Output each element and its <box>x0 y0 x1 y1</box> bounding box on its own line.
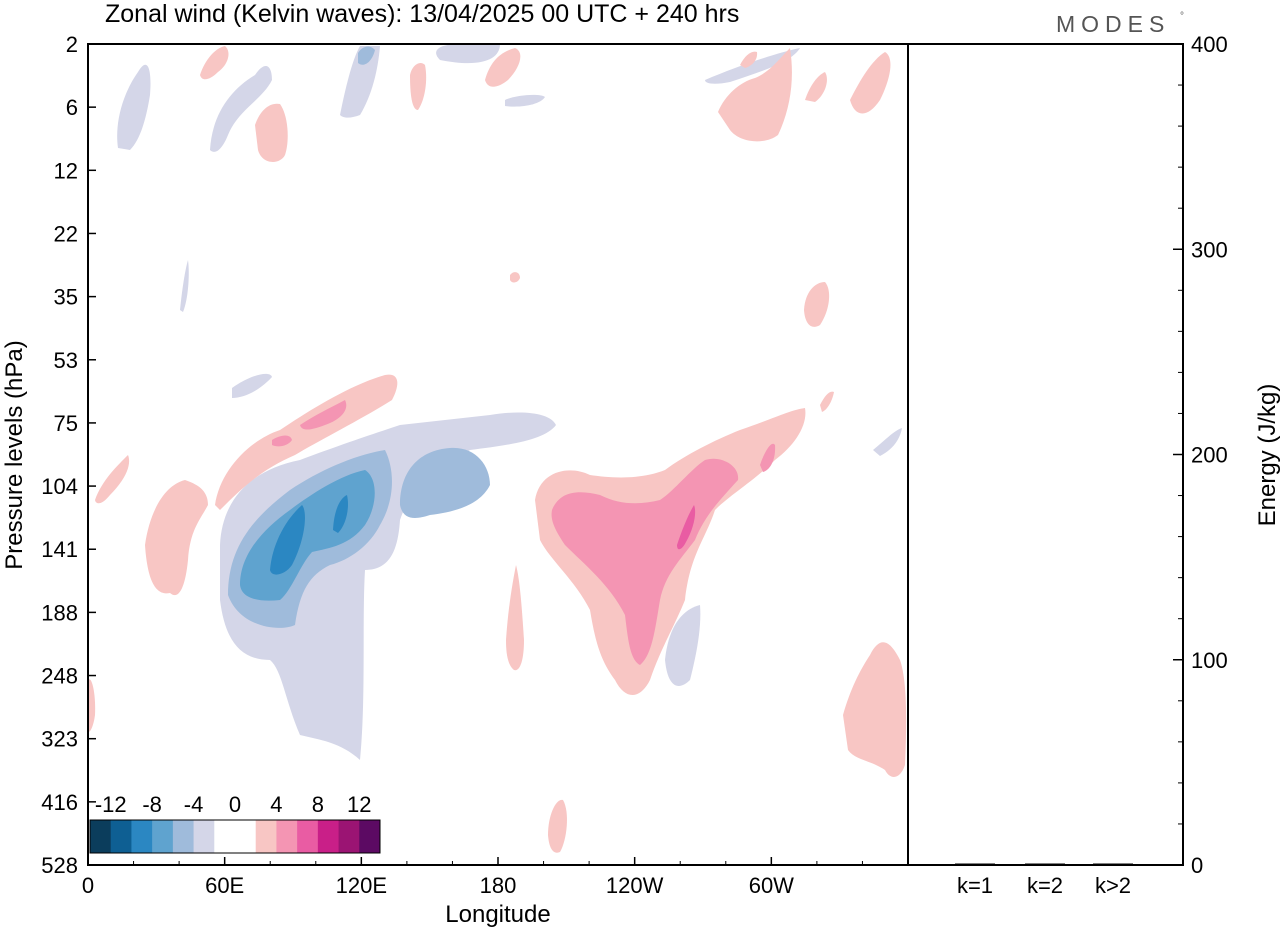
y-tick-label: 248 <box>41 664 78 689</box>
chart-title: Zonal wind (Kelvin waves): 13/04/2025 00… <box>105 0 739 28</box>
colorbar-swatch <box>276 820 298 853</box>
colorbar-label: -4 <box>184 792 204 817</box>
x-tick-label: 0 <box>82 873 94 898</box>
colorbar-swatch <box>359 820 381 853</box>
x-tick-label: 60W <box>749 873 794 898</box>
colorbar-frame <box>89 819 381 854</box>
y-tick-label: 323 <box>41 727 78 752</box>
colorbar-label: -8 <box>142 792 162 817</box>
colorbar-swatch <box>214 820 236 853</box>
colorbar-swatch <box>193 820 215 853</box>
colorbar-label: -12 <box>95 792 127 817</box>
colorbar-label: 12 <box>347 792 371 817</box>
x-axis-ticks: 0 60E 120E 180 120W 60W <box>82 857 863 898</box>
energy-tick-label: 300 <box>1191 237 1228 262</box>
contour-pos-2 <box>88 46 907 853</box>
y-tick-label: 35 <box>54 285 78 310</box>
colorbar-swatch <box>338 820 360 853</box>
logo-mark: ° <box>1180 11 1184 22</box>
colorbar-label: 4 <box>270 792 282 817</box>
energy-bars: k=1 k=2 k>2 <box>955 863 1133 898</box>
y-tick-label: 12 <box>54 158 78 183</box>
contour-pos-6 <box>677 505 696 550</box>
y-axis-label: Pressure levels (hPa) <box>1 340 28 569</box>
x-tick-label: 60E <box>205 873 244 898</box>
energy-tick-label: 200 <box>1191 443 1228 468</box>
colorbar-swatch <box>317 820 340 853</box>
y-tick-label: 416 <box>41 790 78 815</box>
colorbar-swatch <box>172 820 195 853</box>
energy-bar-label: k>2 <box>1095 873 1131 898</box>
energy-bar <box>1025 863 1065 865</box>
y-tick-label: 75 <box>54 411 78 436</box>
energy-bar <box>955 863 995 865</box>
contour-neg-8 <box>270 495 348 575</box>
colorbar-swatch <box>297 820 319 853</box>
energy-bar <box>1093 863 1133 865</box>
energy-tick-label: 100 <box>1191 648 1228 673</box>
colorbar-swatch <box>152 820 174 853</box>
colorbar-swatch <box>235 820 257 853</box>
y-tick-label: 528 <box>41 853 78 878</box>
energy-axis-label: Energy (J/kg) <box>1254 384 1280 527</box>
colorbar-swatch <box>90 820 112 853</box>
x-tick-label: 180 <box>480 873 517 898</box>
colorbar-label: 8 <box>312 792 324 817</box>
y-tick-label: 53 <box>54 348 78 373</box>
x-tick-label: 120E <box>336 873 387 898</box>
modes-logo: MODES <box>1056 11 1170 37</box>
x-axis-label: Longitude <box>445 901 550 928</box>
y-tick-label: 141 <box>41 537 78 562</box>
energy-tick-label: 0 <box>1191 853 1203 878</box>
y-tick-label: 104 <box>41 474 78 499</box>
colorbar-swatch <box>255 820 277 853</box>
x-tick-label: 120W <box>606 873 664 898</box>
colorbar: -12 -8 -4 0 4 8 12 <box>89 792 381 854</box>
y-tick-label: 188 <box>41 600 78 625</box>
colorbar-label: 0 <box>229 792 241 817</box>
colorbar-swatch <box>131 820 153 853</box>
y-tick-label: 22 <box>54 221 78 246</box>
y-axis-ticks: 2 6 12 22 35 53 75 104 141 188 248 323 416 528 <box>41 32 96 878</box>
energy-tick-label: 400 <box>1191 32 1228 57</box>
energy-bar-label: k=1 <box>957 873 993 898</box>
energy-axis-ticks: 0 100 200 300 400 <box>1173 32 1228 878</box>
energy-bar-label: k=2 <box>1027 873 1063 898</box>
colorbar-swatch <box>110 820 132 853</box>
contour-field <box>88 44 907 853</box>
y-tick-label: 2 <box>66 32 78 57</box>
y-tick-label: 6 <box>66 95 78 120</box>
